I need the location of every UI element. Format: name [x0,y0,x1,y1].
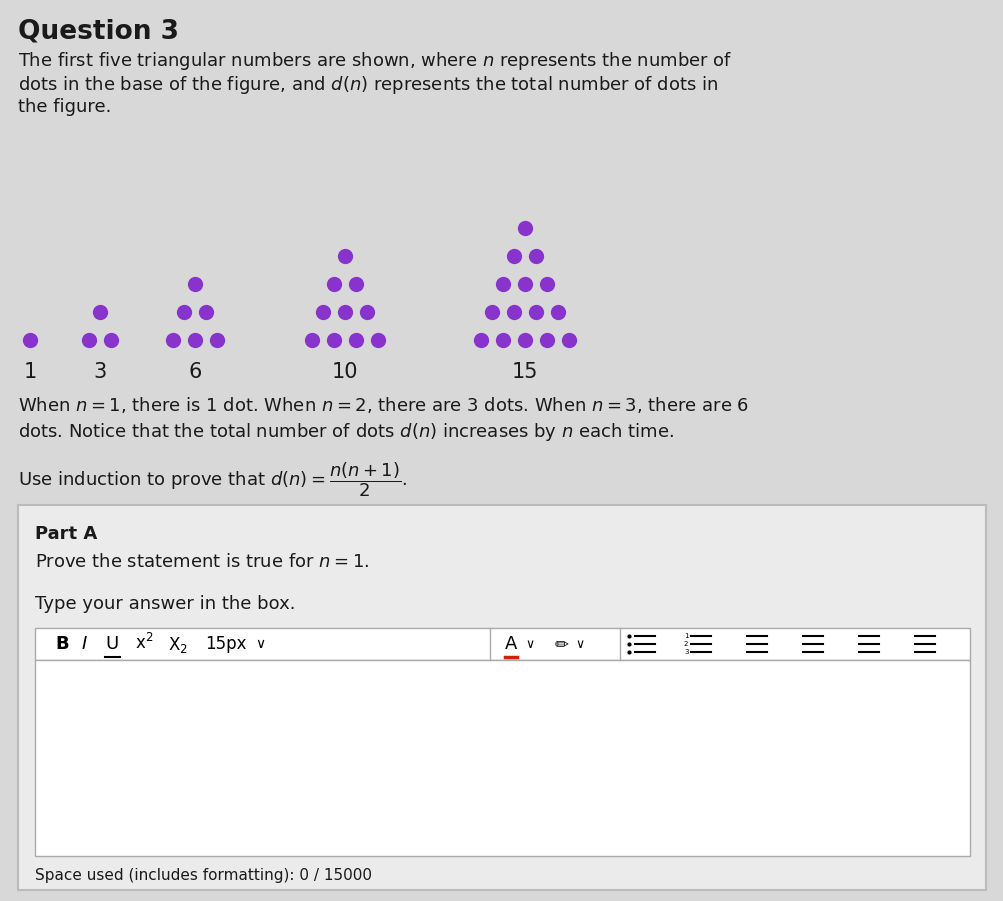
Text: x$^{2}$: x$^{2}$ [134,633,153,653]
Text: I: I [82,635,87,653]
Bar [18,505,985,890]
Text: ∨: ∨ [255,637,265,651]
Text: Question 3: Question 3 [18,18,179,44]
Text: Part A: Part A [35,525,97,543]
Text: 15: 15 [512,362,538,382]
Text: U: U [105,635,118,653]
Text: 10: 10 [331,362,358,382]
Text: 1: 1 [683,633,688,639]
Text: ∨: ∨ [525,638,534,651]
Text: Prove the statement is true for $n = 1$.: Prove the statement is true for $n = 1$. [35,553,369,571]
Text: Use induction to prove that $d(n) = \dfrac{n(n+1)}{2}$.: Use induction to prove that $d(n) = \dfr… [18,460,407,498]
Text: 2: 2 [683,641,688,647]
Text: Type your answer in the box.: Type your answer in the box. [35,595,295,613]
Text: The first five triangular numbers are shown, where $n$ represents the number of: The first five triangular numbers are sh… [18,50,732,72]
Text: X$_{2}$: X$_{2}$ [168,635,188,655]
Text: dots. Notice that the total number of dots $d(n)$ increases by $n$ each time.: dots. Notice that the total number of do… [18,421,673,443]
Text: 6: 6 [189,362,202,382]
Text: When $n = 1$, there is 1 dot. When $n = 2$, there are 3 dots. When $n = 3$, ther: When $n = 1$, there is 1 dot. When $n = … [18,395,748,415]
Text: 3: 3 [93,362,106,382]
Text: dots in the base of the figure, and $d(n)$ represents the total number of dots i: dots in the base of the figure, and $d(n… [18,74,717,96]
Text: 1: 1 [23,362,36,382]
Text: the figure.: the figure. [18,98,111,116]
Text: Space used (includes formatting): 0 / 15000: Space used (includes formatting): 0 / 15… [35,868,372,883]
Text: ∨: ∨ [575,638,584,651]
Text: 3: 3 [683,649,688,655]
Bar [35,660,969,856]
Text: ✏: ✏ [555,635,569,653]
Text: B: B [55,635,68,653]
Text: A: A [505,635,517,653]
Text: 15px: 15px [205,635,247,653]
Bar [35,628,969,660]
